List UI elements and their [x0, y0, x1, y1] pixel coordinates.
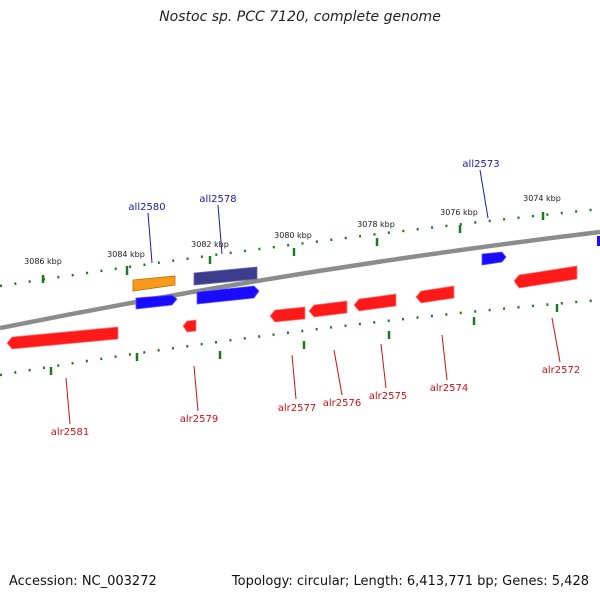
gene-arrow-alr2579[interactable]	[182, 319, 197, 333]
gene-arrow-edge[interactable]	[597, 236, 600, 246]
gene-arrow-alr2574[interactable]	[415, 285, 455, 304]
tick-label: 3082 kbp	[191, 240, 229, 249]
gene-arrow-alr2572[interactable]	[513, 265, 578, 289]
gene-arrow-alr2577[interactable]	[269, 306, 306, 323]
callout-line	[551, 317, 561, 363]
gene-label[interactable]: all2573	[462, 159, 499, 170]
major-ticks-upper	[41, 212, 545, 283]
tick-label: 3076 kbp	[440, 208, 478, 217]
gene-label[interactable]: alr2574	[430, 383, 468, 394]
orange-feature-box[interactable]	[132, 275, 176, 292]
gene-label[interactable]: alr2572	[542, 365, 580, 376]
gene-arrow-alr2581[interactable]	[6, 326, 119, 350]
navy-feature-box[interactable]	[193, 266, 258, 286]
callout-line	[380, 343, 387, 389]
gene-arrow-all2573[interactable]	[481, 251, 507, 266]
gene-label[interactable]: alr2575	[369, 391, 407, 402]
gene-arrow-alr2576[interactable]	[308, 300, 348, 318]
gene-label[interactable]: alr2576	[323, 398, 361, 409]
map-title: Nostoc sp. PCC 7120, complete genome	[159, 9, 441, 25]
gene-arrow-all2580[interactable]	[135, 294, 178, 310]
tick-label: 3086 kbp	[24, 257, 62, 266]
tick-label: 3084 kbp	[107, 250, 145, 259]
callout-line	[65, 377, 71, 425]
reverse-strand-genes	[132, 236, 600, 310]
callout-line	[217, 204, 223, 255]
forward-strand-genes	[6, 265, 578, 350]
major-ticks-lower	[49, 304, 559, 375]
gene-arrow-all2578[interactable]	[196, 285, 260, 305]
callout-line	[147, 212, 153, 264]
tick-label: 3074 kbp	[523, 194, 561, 203]
callout-line	[479, 169, 489, 219]
topology-text: Topology: circular; Length: 6,413,771 bp…	[231, 574, 589, 589]
tick-label: 3080 kbp	[274, 231, 312, 240]
gene-label[interactable]: alr2577	[278, 403, 316, 414]
callout-line	[291, 354, 297, 400]
callout-line	[333, 349, 343, 396]
callout-line	[441, 334, 448, 381]
gene-label[interactable]: alr2579	[180, 414, 218, 425]
genome-backbone	[0, 229, 600, 331]
gene-arrow-alr2575[interactable]	[353, 293, 397, 312]
gene-label[interactable]: all2578	[199, 194, 236, 205]
callout-line	[193, 365, 199, 412]
gene-label[interactable]: all2580	[128, 202, 165, 213]
accession-text: Accession: NC_003272	[9, 574, 157, 589]
tick-label: 3078 kbp	[357, 220, 395, 229]
gene-label[interactable]: alr2581	[51, 427, 89, 438]
